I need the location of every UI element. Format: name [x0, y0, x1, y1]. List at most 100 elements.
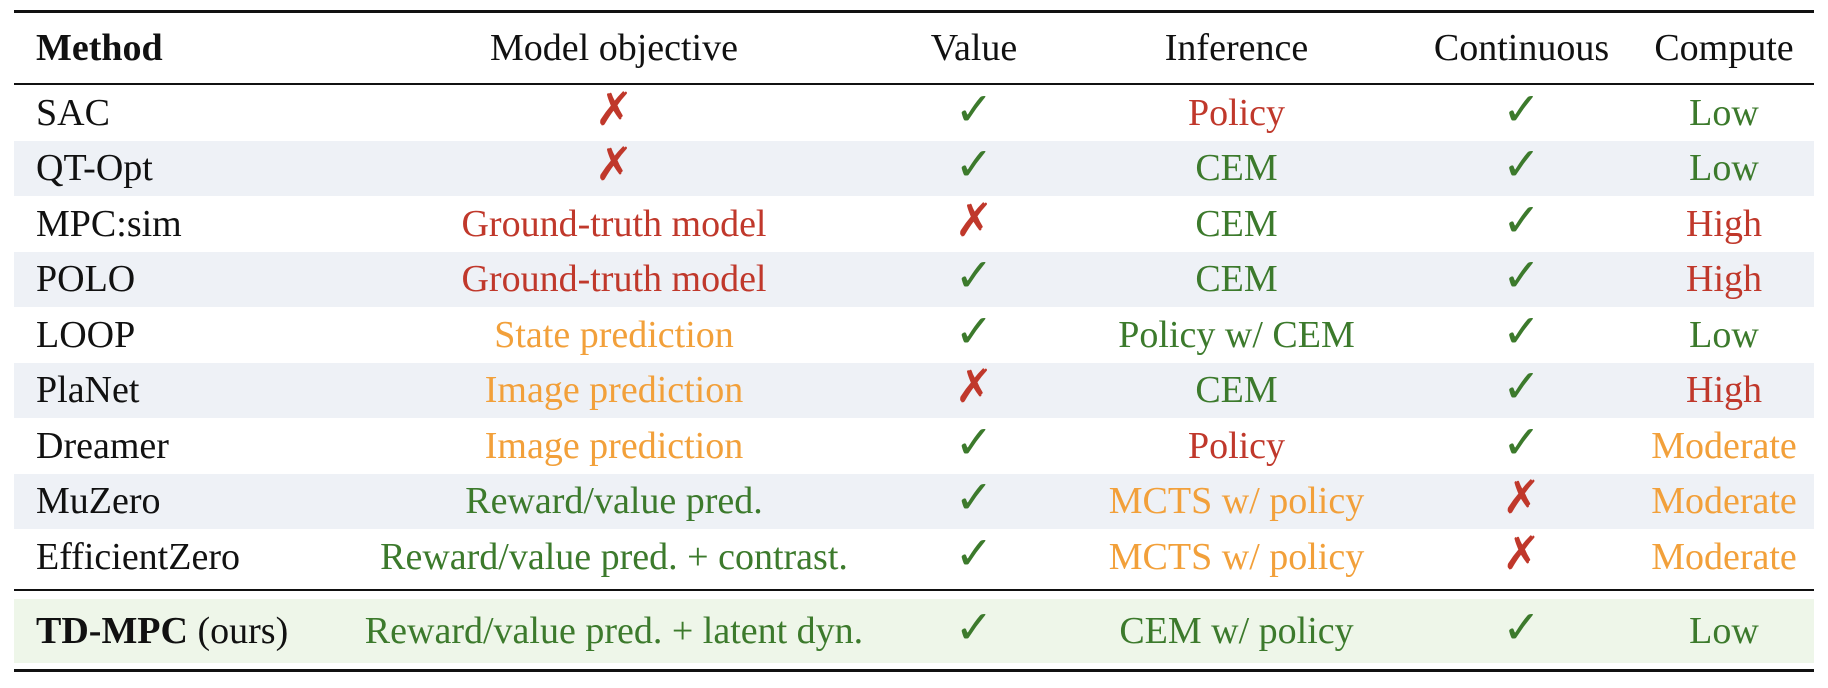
continuous-cell: ✓ [1409, 359, 1634, 418]
ours-method-cell: TD-MPC (ours) [14, 598, 344, 663]
method-cell: SAC [36, 91, 110, 134]
continuous-cell: ✓ [1409, 418, 1634, 474]
check-icon: ✓ [1502, 81, 1541, 136]
method-cell: MuZero [14, 473, 344, 529]
table-row: MPC:sim Ground-truth model ✗ CEM ✓ High [14, 196, 1814, 252]
continuous-cell: ✗ [1409, 470, 1634, 529]
method-cell: POLO [14, 251, 344, 307]
table-row: SAC ✗ ✓ Policy ✓ Low [14, 85, 1814, 141]
compute-cell: Moderate [1634, 473, 1814, 529]
method-cell: PlaNet [14, 362, 344, 418]
check-icon: ✓ [954, 248, 994, 303]
value-cell: ✓ [884, 137, 1064, 196]
compute-cell: High [1686, 202, 1762, 245]
cross-icon: ✗ [594, 81, 634, 136]
table-row: EfficientZero Reward/value pred. + contra… [14, 529, 1814, 585]
table-row: QT-Opt ✗ ✓ CEM ✓ Low [14, 137, 1814, 196]
table-row: Dreamer Image prediction ✓ Policy ✓ Moderate [14, 418, 1814, 474]
inference-cell: MCTS w/ policy [1108, 535, 1365, 578]
table-row: PlaNet Image prediction ✗ CEM ✓ High [14, 359, 1814, 418]
value-cell: ✗ [884, 196, 1064, 252]
inference-cell: CEM [1195, 202, 1278, 245]
objective-cell: Reward/value pred. + contrast. [380, 535, 848, 578]
cross-icon: ✗ [954, 359, 994, 414]
header-compute: Compute [1654, 27, 1794, 69]
check-icon: ✓ [954, 599, 994, 654]
table-row: POLO Ground-truth model ✓ CEM ✓ High [14, 248, 1814, 307]
check-icon: ✓ [1502, 359, 1541, 414]
check-icon: ✓ [1502, 137, 1541, 192]
check-icon: ✓ [954, 137, 994, 192]
table-body: SAC ✗ ✓ Policy ✓ Low QT-Opt ✗ ✓ CEM ✓ Low MPC:sim Gro… [14, 85, 1814, 585]
table-row: MuZero Reward/value pred. ✓ MCTS w/ policy ✗… [14, 470, 1814, 529]
continuous-cell: ✓ [1409, 307, 1634, 363]
ours-continuous-cell: ✓ [1409, 598, 1634, 663]
mid-rule [14, 588, 1814, 591]
method-cell: EfficientZero [36, 535, 240, 578]
cross-icon: ✗ [594, 137, 634, 192]
header-objective: Model objective [490, 27, 738, 69]
compute-cell: Low [1634, 140, 1814, 196]
check-icon: ✓ [1502, 303, 1541, 358]
objective-cell: ✗ [344, 137, 884, 196]
check-icon: ✓ [954, 470, 994, 525]
check-icon: ✓ [1502, 414, 1541, 469]
ours-method-name: TD-MPC [36, 609, 188, 652]
inference-cell: Policy [1187, 91, 1286, 134]
check-icon: ✓ [954, 414, 994, 469]
compute-cell: Low [1689, 313, 1759, 356]
inference-cell: CEM [1064, 140, 1409, 196]
compute-cell: Moderate [1651, 535, 1797, 578]
continuous-cell: ✓ [1409, 137, 1634, 196]
check-icon: ✓ [954, 525, 994, 580]
check-icon: ✓ [954, 81, 994, 136]
ours-objective: Reward/value pred. + latent dyn. [344, 598, 884, 663]
header-value: Value [930, 27, 1018, 69]
header-method: Method [36, 27, 163, 69]
header-continuous: Continuous [1433, 27, 1610, 69]
compute-cell: Low [1689, 91, 1759, 134]
compute-cell: High [1634, 251, 1814, 307]
ours-compute: Low [1634, 598, 1814, 663]
ours-inference: CEM w/ policy [1064, 598, 1409, 663]
cross-icon: ✗ [1502, 525, 1541, 580]
continuous-cell: ✓ [1409, 85, 1634, 141]
objective-cell: Ground-truth model [461, 202, 767, 245]
check-icon: ✓ [1502, 192, 1541, 247]
continuous-cell: ✓ [1409, 196, 1634, 252]
cross-icon: ✗ [954, 192, 994, 247]
table-row: LOOP State prediction ✓ Policy w/ CEM ✓ Low [14, 307, 1814, 363]
method-cell: QT-Opt [14, 140, 344, 196]
top-rule [14, 10, 1814, 13]
method-cell: Dreamer [36, 424, 169, 467]
value-cell: ✓ [884, 307, 1064, 363]
check-icon: ✓ [954, 303, 994, 358]
check-icon: ✓ [1502, 599, 1541, 654]
inference-cell: Policy w/ CEM [1118, 313, 1355, 356]
objective-cell: Reward/value pred. [344, 473, 884, 529]
ours-value-cell: ✓ [884, 598, 1064, 663]
value-cell: ✓ [884, 470, 1064, 529]
header-row: Method Model objective Value Inference C… [14, 13, 1814, 83]
header-inference: Inference [1164, 27, 1309, 69]
cross-icon: ✗ [1502, 470, 1541, 525]
inference-cell: Policy [1187, 424, 1286, 467]
inference-cell: CEM [1064, 362, 1409, 418]
continuous-cell: ✓ [1409, 248, 1634, 307]
header-rule [14, 83, 1814, 85]
method-cell: LOOP [36, 313, 136, 356]
ours-suffix: (ours) [187, 609, 289, 652]
inference-cell: CEM [1064, 251, 1409, 307]
value-cell: ✓ [884, 248, 1064, 307]
objective-cell: ✗ [344, 85, 884, 141]
inference-cell: MCTS w/ policy [1064, 473, 1409, 529]
check-icon: ✓ [1502, 248, 1541, 303]
objective-cell: Image prediction [484, 424, 744, 467]
objective-cell: Image prediction [344, 362, 884, 418]
objective-cell: State prediction [494, 313, 734, 356]
continuous-cell: ✗ [1409, 529, 1634, 585]
compute-cell: Moderate [1651, 424, 1797, 467]
compute-cell: High [1634, 362, 1814, 418]
value-cell: ✗ [884, 359, 1064, 418]
bottom-rule [14, 668, 1814, 672]
